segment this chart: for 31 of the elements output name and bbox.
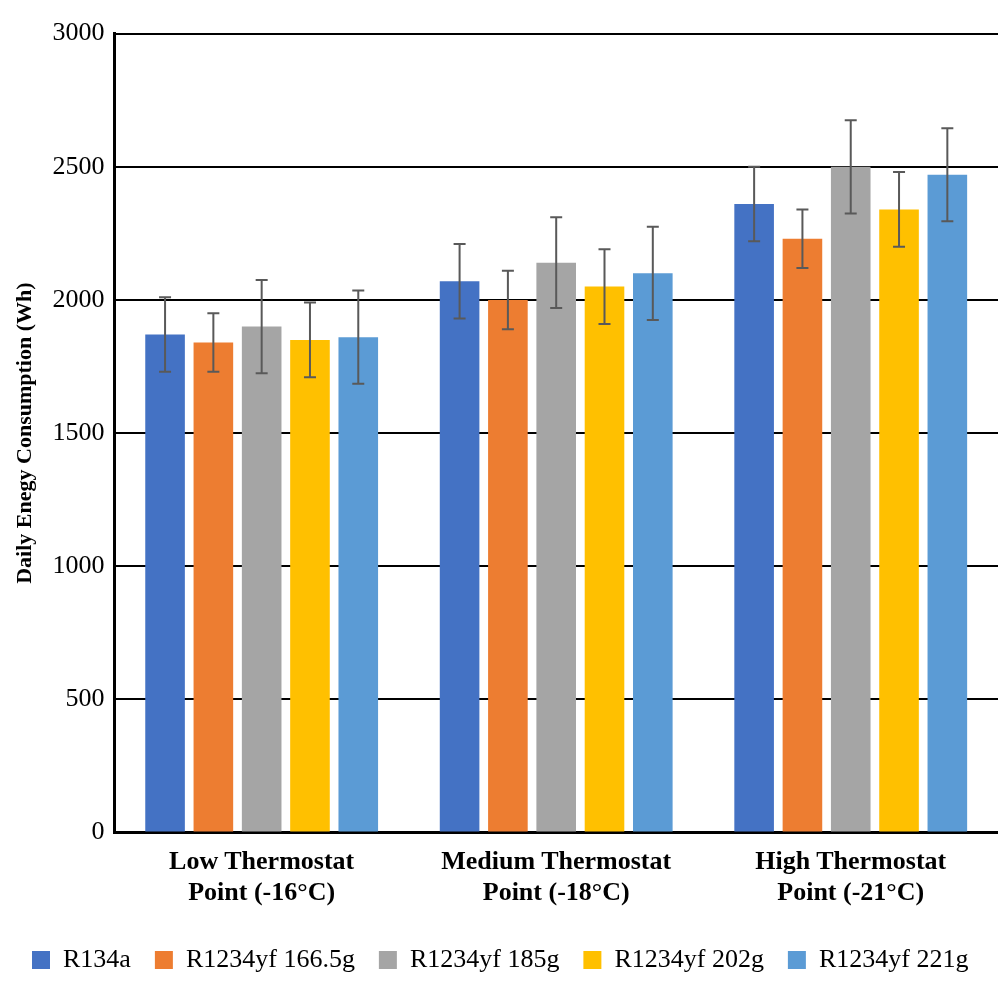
bar — [290, 339, 330, 832]
bar — [633, 273, 673, 832]
bar — [488, 299, 528, 832]
legend-label: R1234yf 202g — [614, 943, 764, 973]
y-tick-label: 2000 — [52, 283, 105, 313]
x-tick-label: High Thermostat Point (-21°C) — [755, 845, 947, 907]
bar — [584, 286, 625, 832]
y-tick-label: 1500 — [52, 416, 105, 446]
bar — [879, 209, 919, 832]
bar — [145, 334, 185, 832]
x-tick-label: Low Thermostat Point (-16°C) — [169, 845, 355, 907]
y-tick-label: 0 — [91, 816, 105, 846]
x-tick-label: Medium Thermostat Point (-18°C) — [441, 845, 672, 907]
bar — [830, 166, 871, 832]
legend-label: R1234yf 185g — [409, 943, 560, 973]
y-tick-label: 3000 — [52, 17, 105, 47]
y-tick-label: 500 — [65, 683, 105, 713]
bar — [536, 262, 576, 832]
bar — [439, 281, 480, 832]
bar — [193, 342, 234, 832]
bar — [782, 238, 823, 832]
y-tick-label: 2500 — [52, 150, 105, 180]
y-axis-title: Daily Enegy Consumption (Wh) — [10, 282, 36, 584]
bar — [927, 174, 968, 832]
y-tick-label: 1000 — [52, 550, 105, 580]
legend-label: R1234yf 166.5g — [185, 943, 355, 973]
bar — [734, 204, 774, 832]
legend-label: R1234yf 221g — [818, 943, 969, 973]
legend-label: R134a — [63, 943, 132, 973]
bar — [338, 337, 379, 832]
bar — [241, 326, 282, 832]
